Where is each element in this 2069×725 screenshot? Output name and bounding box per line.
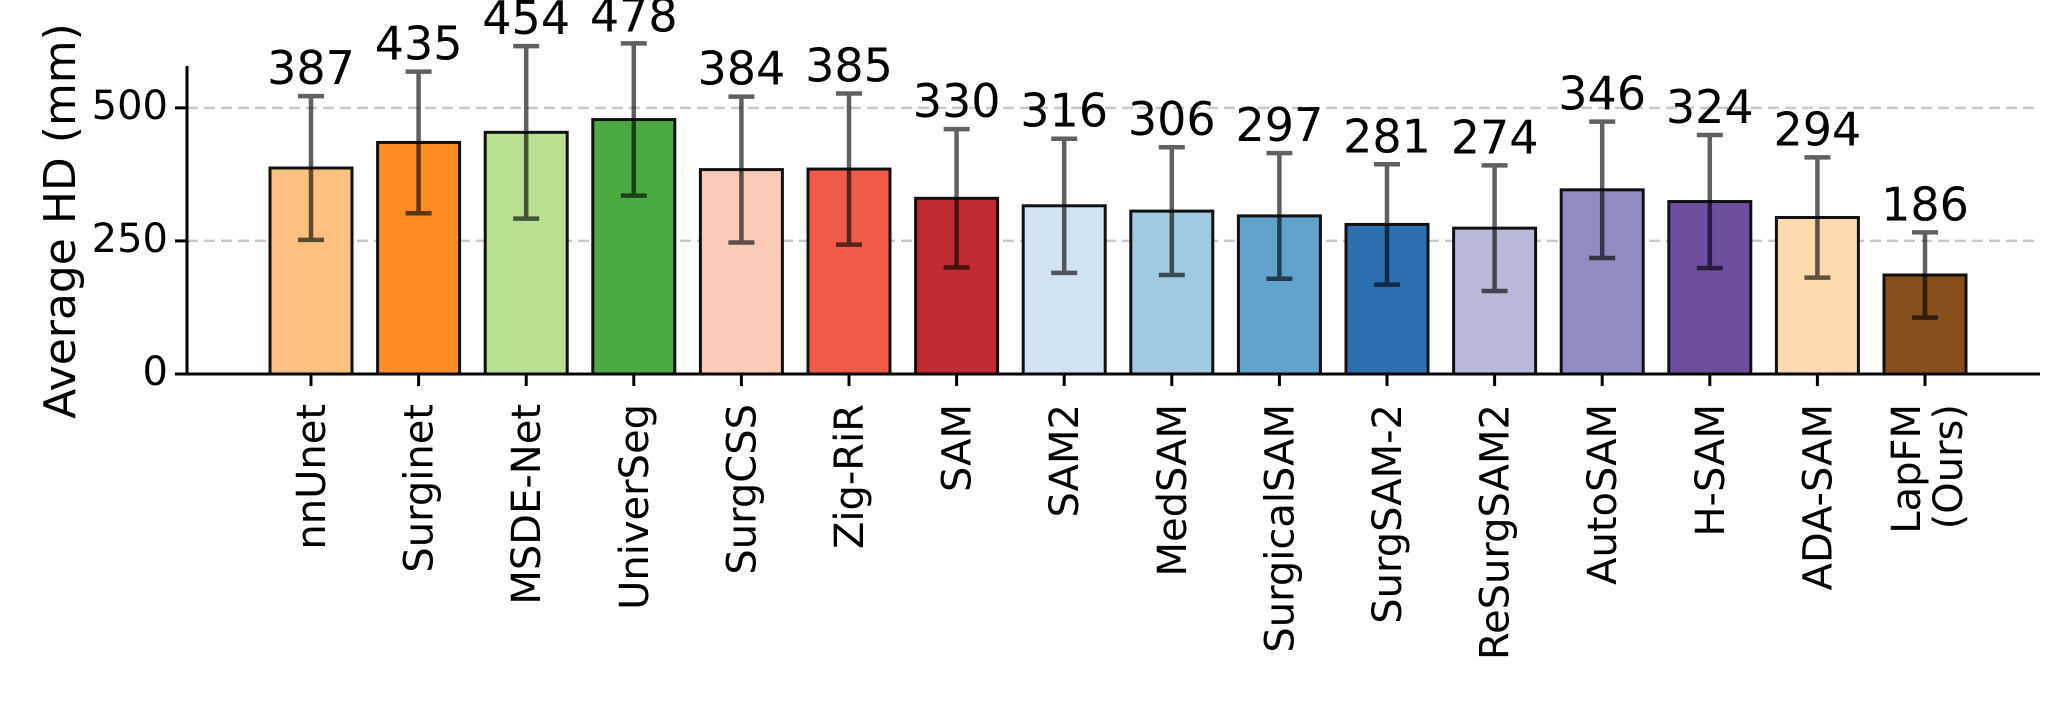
y-axis-label: Average HD (mm): [35, 23, 86, 419]
y-tick-label-0: 0: [143, 349, 168, 395]
value-label-7: 316: [1020, 84, 1108, 138]
error-bar-12: [1589, 119, 1616, 261]
x-tick-label-14: ADA-SAM: [1795, 404, 1841, 590]
x-ticks: nnUnet Surginet MSDE-Net UniverSeg SurgCSS Zi…: [289, 374, 1972, 660]
error-bar-13: [1696, 132, 1723, 271]
error-bar-6: [943, 126, 970, 270]
x-tick-label-5: Zig-RiR: [827, 404, 873, 549]
x-tick-label-8: MedSAM: [1150, 404, 1196, 577]
x-tick-label-7: SAM2: [1042, 404, 1088, 517]
error-bars: [298, 41, 1938, 320]
x-tick-label-9: SurgicalSAM: [1257, 404, 1303, 653]
error-bar-2: [513, 43, 540, 221]
value-label-13: 324: [1666, 80, 1754, 134]
value-label-3: 478: [590, 0, 678, 42]
value-label-15: 186: [1881, 177, 1969, 231]
error-bar-11: [1481, 163, 1508, 294]
error-bar-15: [1912, 230, 1938, 320]
value-label-9: 297: [1235, 98, 1323, 152]
x-tick-label-6: SAM: [935, 404, 981, 492]
value-label-11: 274: [1451, 110, 1539, 164]
y-ticks: 0 250 500: [92, 83, 187, 395]
value-label-5: 385: [805, 38, 893, 92]
x-tick-label-3: UniverSeg: [612, 404, 658, 610]
bar-11: [1452, 226, 1538, 376]
x-tick-label-0: nnUnet: [289, 404, 335, 550]
error-bar-9: [1266, 150, 1293, 281]
x-tick-label-13: H-SAM: [1688, 404, 1734, 537]
error-bar-1: [405, 69, 432, 216]
x-tick-label-11: ReSurgSAM2: [1473, 404, 1519, 660]
y-tick-label-500: 500: [92, 83, 168, 129]
value-label-6: 330: [913, 74, 1001, 128]
x-tick-label-4: SurgCSS: [719, 404, 765, 575]
x-tick-label-15: LapFM(Ours): [1884, 404, 1972, 534]
x-tick-label-10: SurgSAM-2: [1365, 404, 1411, 624]
error-bar-0: [298, 93, 324, 243]
error-bar-3: [620, 41, 647, 198]
x-tick-label-2: MSDE-Net: [504, 404, 550, 605]
error-bar-10: [1374, 162, 1400, 287]
value-labels: 387 435 454 478 384 385 330 316 306 297 281 274 346 3…: [267, 0, 1969, 231]
gridlines: [187, 106, 2040, 243]
error-bar-7: [1051, 136, 1078, 276]
x-tick-label-12: AutoSAM: [1580, 404, 1626, 585]
value-label-0: 387: [267, 41, 355, 95]
value-label-10: 281: [1343, 109, 1431, 163]
value-label-4: 384: [697, 42, 785, 96]
error-bar-4: [728, 94, 755, 245]
value-label-2: 454: [482, 0, 570, 45]
error-bar-8: [1158, 144, 1185, 278]
value-label-8: 306: [1128, 92, 1216, 146]
value-label-12: 346: [1558, 67, 1646, 121]
value-label-14: 294: [1773, 102, 1861, 156]
error-bar-14: [1804, 155, 1831, 280]
value-label-1: 435: [375, 17, 463, 71]
axes: [185, 66, 2040, 376]
error-bar-5: [836, 91, 862, 247]
y-tick-label-250: 250: [92, 216, 168, 262]
x-tick-label-1: Surginet: [397, 404, 443, 573]
